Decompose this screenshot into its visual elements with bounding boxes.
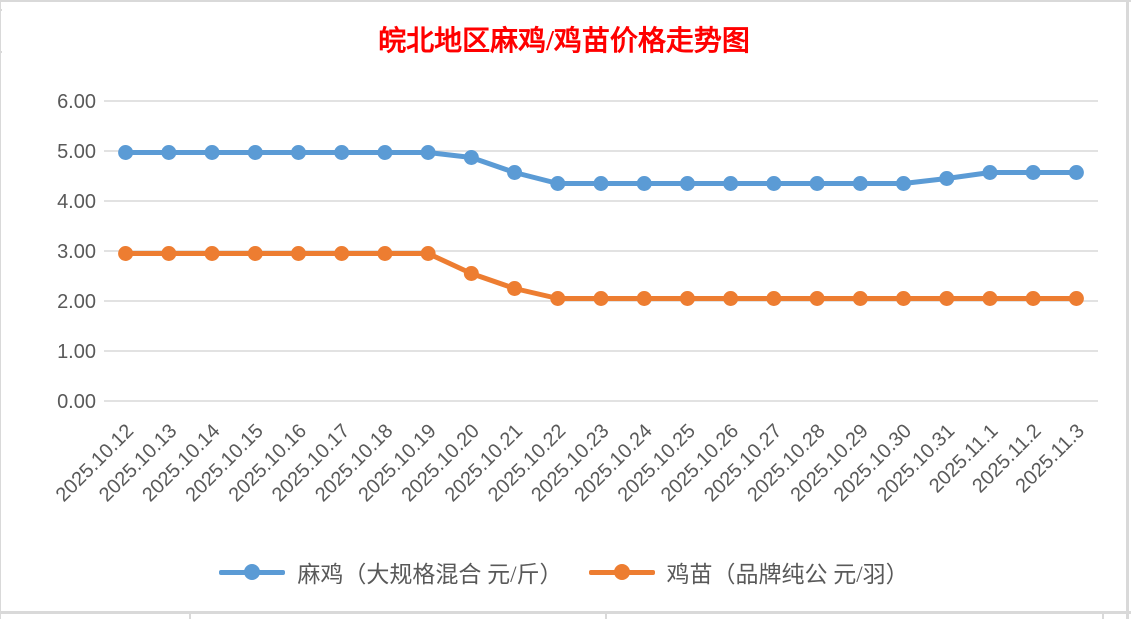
data-point-marker [334,246,350,261]
data-point-marker [118,246,134,261]
data-point-marker [1068,165,1084,180]
data-point-marker [852,176,868,191]
data-point-marker [420,145,436,160]
data-point-marker [161,145,177,160]
data-point-marker [982,165,998,180]
data-point-marker [679,176,695,191]
data-point-marker [377,246,393,261]
data-point-marker [766,291,782,306]
data-point-marker [982,291,998,306]
legend-item-label: 鸡苗（品牌纯公 元/羽） [666,562,909,587]
sheet-gridline-left [0,0,1,619]
data-point-marker [247,246,263,261]
data-point-marker [1025,291,1041,306]
data-point-marker [636,291,652,306]
data-point-marker [550,176,566,191]
data-point-marker [679,291,695,306]
data-point-marker [939,171,955,186]
sheet-column-tick [189,614,191,619]
y-tick-label: 2.00 [57,291,96,313]
data-point-marker [463,266,479,281]
data-point-marker [377,145,393,160]
data-point-marker [247,145,263,160]
data-point-marker [852,291,868,306]
data-point-marker [204,145,220,160]
legend: 麻鸡（大规格混合 元/斤） 鸡苗（品牌纯公 元/羽） [2,555,1126,589]
y-tick-label: 1.00 [57,341,96,363]
data-point-marker [766,176,782,191]
data-point-marker [1025,165,1041,180]
line-marker-icon [588,563,655,581]
data-point-marker [290,246,306,261]
data-point-marker [463,150,479,165]
data-point-marker [723,291,739,306]
data-point-marker [420,246,436,261]
data-point-marker [290,145,306,160]
y-tick-label: 5.00 [57,141,96,163]
sheet-gridline-bottom [0,611,1131,614]
data-point-marker [809,176,825,191]
data-point-marker [550,291,566,306]
legend-item-label: 麻鸡（大规格混合 元/斤） [297,562,563,587]
sheet-column-tick [1102,614,1104,619]
data-point-marker [939,291,955,306]
chart-title: 皖北地区麻鸡/鸡苗价格走势图 [378,26,750,57]
data-point-marker [507,165,523,180]
data-point-marker [118,145,134,160]
y-tick-label: 4.00 [57,191,96,213]
data-point-marker [161,246,177,261]
y-tick-label: 3.00 [57,241,96,263]
data-point-marker [896,291,912,306]
sheet-column-tick [605,614,607,619]
data-point-marker [896,176,912,191]
data-point-marker [204,246,220,261]
data-point-marker [809,291,825,306]
data-point-marker [723,176,739,191]
data-point-marker [334,145,350,160]
legend-item-jimiao[interactable]: 鸡苗（品牌纯公 元/羽） [588,555,909,589]
sheet-gridline-right [1126,0,1129,619]
data-point-marker [636,176,652,191]
y-tick-label: 0.00 [57,391,96,413]
data-point-marker [593,291,609,306]
line-marker-icon [219,563,286,581]
data-point-marker [593,176,609,191]
price-trend-chart[interactable]: 皖北地区麻鸡/鸡苗价格走势图 0.00 1.00 2.00 3.00 4.00 5.00 6… [2,2,1126,611]
plot-area: 0.001.002.003.004.005.006.002025.10.1220… [52,91,1098,506]
sheet-gridline-top [0,0,1131,2]
legend-item-maji[interactable]: 麻鸡（大规格混合 元/斤） [219,555,563,589]
data-point-marker [507,281,523,296]
data-point-marker [1068,291,1084,306]
y-tick-label: 6.00 [57,91,96,113]
